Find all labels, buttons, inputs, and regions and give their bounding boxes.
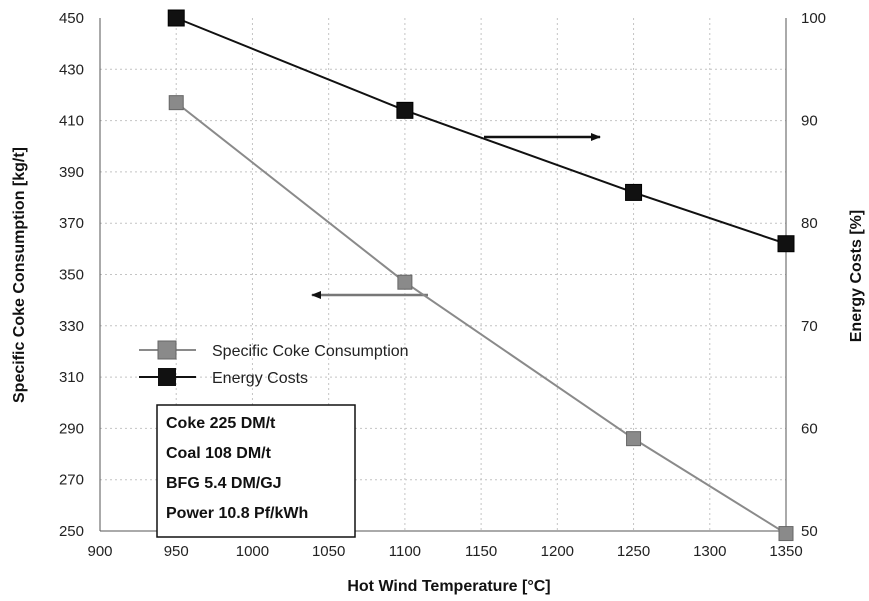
series-line-coke: [175, 101, 787, 535]
price-power: Power 10.8 Pf/kWh: [166, 505, 308, 522]
data-point-coke: [397, 274, 413, 290]
legend-marker-energy: [158, 368, 176, 386]
x-tick-label: 1100: [389, 543, 421, 560]
legend-label-coke: Specific Coke Consumption: [212, 343, 409, 360]
price-coke: Coke 225 DM/t: [166, 415, 276, 432]
y-left-tick-label: 330: [59, 318, 84, 335]
x-tick-label: 1200: [541, 543, 574, 560]
x-tick-label: 1150: [465, 543, 497, 560]
x-tick-label: 1350: [769, 543, 802, 560]
series-line-energy: [175, 17, 787, 245]
legend: Specific Coke Consumption Energy Costs: [139, 340, 409, 387]
y-left-tick-label: 310: [59, 369, 84, 386]
x-tick-label: 1300: [693, 543, 726, 560]
x-tick-label: 1000: [236, 543, 269, 560]
y-left-tick-label: 430: [59, 61, 84, 78]
price-coal: Coal 108 DM/t: [166, 445, 272, 462]
y-right-tick-label: 50: [801, 523, 818, 540]
y-right-tick-label: 70: [801, 318, 818, 335]
x-axis-title: Hot Wind Temperature [°C]: [347, 578, 550, 595]
y-left-tick-label: 410: [59, 113, 84, 130]
price-bfg: BFG 5.4 DM/GJ: [166, 475, 282, 492]
x-tick-label: 1250: [617, 543, 650, 560]
y-right-tick-label: 100: [801, 10, 826, 27]
y-right-tick-label: 60: [801, 420, 818, 437]
y-left-tick-label: 250: [59, 523, 84, 540]
tick-labels: 900 950 1000 1050 1100 1150 1200 1250 1300 1350 25…: [59, 10, 826, 560]
y-left-tick-label: 390: [59, 164, 84, 181]
data-point-coke: [168, 95, 184, 111]
y-left-tick-label: 290: [59, 420, 84, 437]
price-assumptions-frame: [156, 404, 356, 538]
legend-marker-coke: [157, 340, 177, 360]
legend-label-energy: Energy Costs: [212, 370, 308, 387]
x-tick-label: 1050: [312, 543, 345, 560]
y-right-axis-title: Energy Costs [%]: [848, 210, 865, 342]
price-assumptions-box: Coke 225 DM/t Coal 108 DM/t BFG 5.4 DM/G…: [156, 404, 356, 538]
y-left-tick-label: 270: [59, 472, 84, 489]
y-left-tick-label: 350: [59, 267, 84, 284]
y-right-tick-label: 90: [801, 113, 818, 130]
data-point-energy: [777, 235, 795, 253]
series: [167, 9, 795, 542]
data-point-energy: [625, 183, 643, 201]
y-left-axis-title: Specific Coke Consumption [kg/t]: [11, 147, 28, 403]
axis-arrows: [311, 133, 601, 299]
data-point-coke: [778, 526, 794, 542]
data-point-energy: [396, 101, 414, 119]
y-left-tick-label: 370: [59, 215, 84, 232]
data-point-energy: [167, 9, 185, 27]
x-tick-label: 900: [87, 543, 112, 560]
y-right-tick-label: 80: [801, 215, 818, 232]
x-tick-label: 950: [164, 543, 189, 560]
y-left-tick-label: 450: [59, 10, 84, 27]
data-point-coke: [626, 431, 642, 447]
